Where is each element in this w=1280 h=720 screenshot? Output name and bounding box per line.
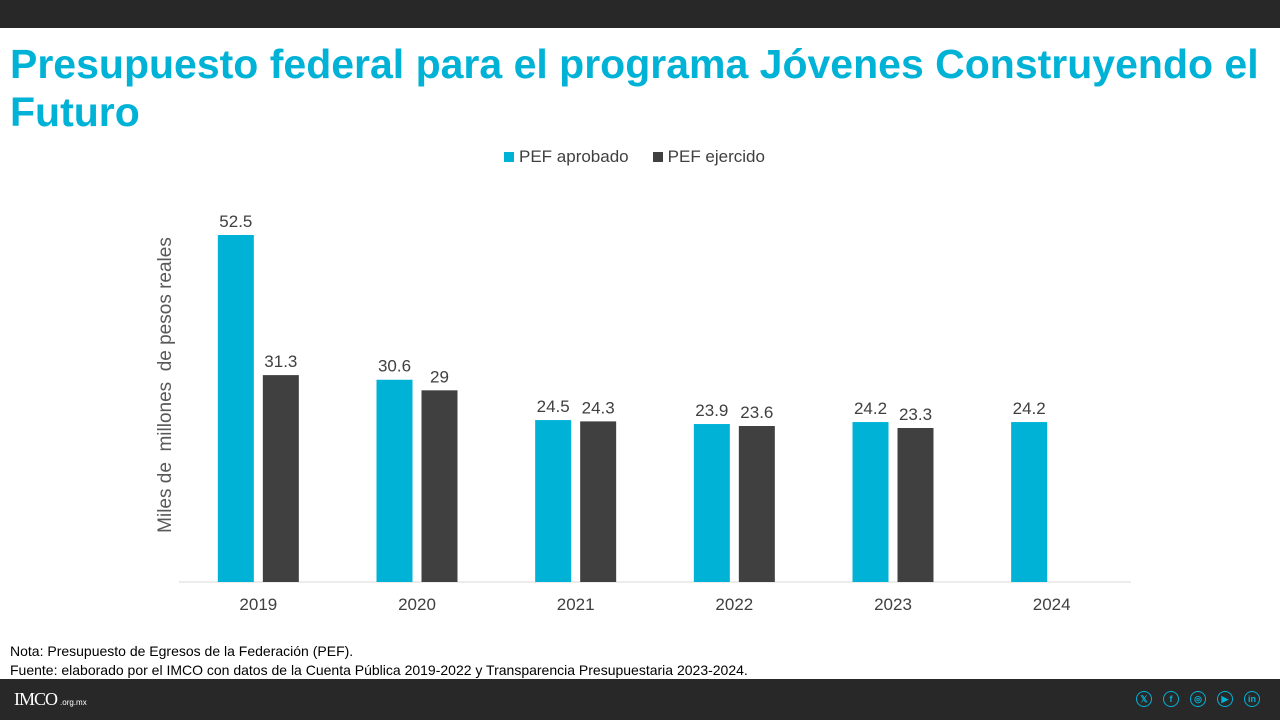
legend-swatch-exercised [652, 152, 663, 162]
x-tick-label-2022: 2022 [715, 595, 753, 614]
data-label-exercised-2023: 23.3 [899, 405, 932, 424]
page-title: Presupuesto federal para el programa Jóv… [10, 41, 1259, 135]
legend-item-approved: PEF aprobado [504, 147, 629, 167]
x-tick-label-2020: 2020 [398, 595, 436, 614]
data-label-approved-2024: 24.2 [1013, 399, 1046, 418]
data-label-exercised-2020: 29 [430, 367, 449, 386]
bar-approved-2019 [217, 235, 254, 582]
bar-exercised-2020 [421, 390, 458, 582]
logo-text: IMCO [14, 689, 58, 709]
logo-domain: .org.mx [60, 698, 87, 707]
instagram-icon[interactable]: ◎ [1190, 691, 1206, 707]
x-tick-label-2021: 2021 [557, 595, 595, 614]
x-tick-label-2019: 2019 [239, 595, 277, 614]
bar-approved-2024 [1011, 422, 1048, 582]
data-label-approved-2021: 24.5 [537, 397, 570, 416]
source-text: Fuente: elaborado por el IMCO con datos … [10, 662, 748, 678]
legend-label-approved: PEF aprobado [519, 147, 629, 166]
bar-exercised-2019 [262, 375, 299, 582]
data-label-exercised-2019: 31.3 [264, 352, 297, 371]
bar-approved-2023 [852, 422, 889, 582]
data-label-approved-2020: 30.6 [378, 357, 411, 376]
chart-notes: Nota: Presupuesto de Egresos de la Feder… [10, 642, 748, 680]
legend-item-exercised: PEF ejercido [652, 147, 765, 167]
data-label-approved-2022: 23.9 [695, 401, 728, 420]
top-bar [0, 0, 1280, 28]
youtube-icon[interactable]: ▶ [1217, 691, 1233, 707]
bar-exercised-2021 [580, 421, 617, 582]
bar-approved-2020 [376, 379, 413, 582]
data-label-approved-2023: 24.2 [854, 399, 887, 418]
x-tick-label-2023: 2023 [874, 595, 912, 614]
x-tick-label-2024: 2024 [1033, 595, 1071, 614]
bar-exercised-2023 [897, 427, 934, 582]
legend-label-exercised: PEF ejercido [667, 147, 765, 166]
chart-legend: PEF aprobado PEF ejercido [504, 146, 789, 168]
data-label-approved-2019: 52.5 [219, 212, 252, 231]
imco-logo: IMCO .org.mx [14, 689, 87, 710]
data-label-exercised-2021: 24.3 [582, 398, 615, 417]
linkedin-icon[interactable]: in [1244, 691, 1260, 707]
note-text: Nota: Presupuesto de Egresos de la Feder… [10, 643, 354, 659]
legend-swatch-approved [504, 152, 514, 162]
data-label-exercised-2022: 23.6 [740, 403, 773, 422]
bar-exercised-2022 [738, 426, 775, 582]
x-icon[interactable]: 𝕏 [1136, 691, 1152, 707]
bar-approved-2021 [535, 420, 572, 582]
facebook-icon[interactable]: f [1163, 691, 1179, 707]
bar-approved-2022 [693, 424, 730, 582]
